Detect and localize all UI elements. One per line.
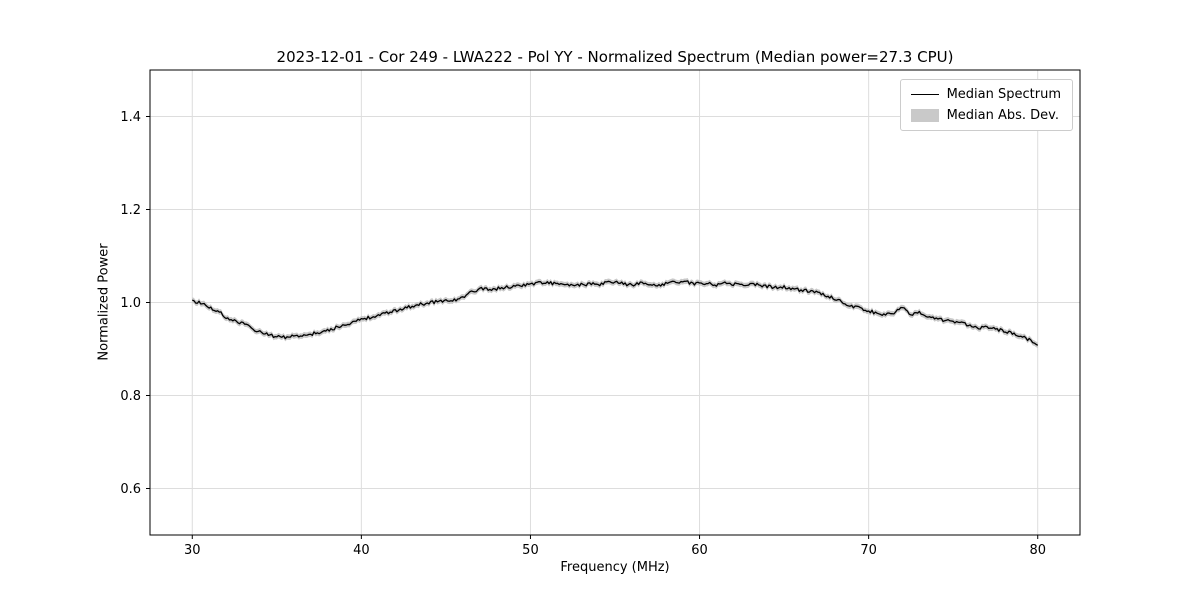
legend-label-median-abs-dev: Median Abs. Dev. [946,108,1060,123]
svg-text:1.2: 1.2 [120,203,141,218]
svg-text:70: 70 [860,543,877,558]
legend-item-median-spectrum: Median Spectrum [910,87,1061,102]
svg-text:50: 50 [522,543,539,558]
legend-item-median-abs-dev: Median Abs. Dev. [910,108,1061,123]
svg-text:0.8: 0.8 [120,389,141,404]
y-axis-label: Normalized Power [96,243,112,361]
median-spectrum-line-swatch [910,94,939,95]
x-axis-label: Frequency (MHz) [560,560,670,575]
median-abs-dev-patch-swatch [910,109,939,122]
svg-text:1.0: 1.0 [120,296,141,311]
svg-text:80: 80 [1029,543,1046,558]
svg-text:30: 30 [184,543,201,558]
legend-label-median-spectrum: Median Spectrum [946,87,1061,102]
svg-text:40: 40 [353,543,370,558]
svg-text:1.4: 1.4 [120,110,141,125]
chart-title: 2023-12-01 - Cor 249 - LWA222 - Pol YY -… [276,48,954,66]
svg-text:60: 60 [691,543,708,558]
legend: Median Spectrum Median Abs. Dev. [899,79,1073,131]
svg-text:0.6: 0.6 [120,482,141,497]
